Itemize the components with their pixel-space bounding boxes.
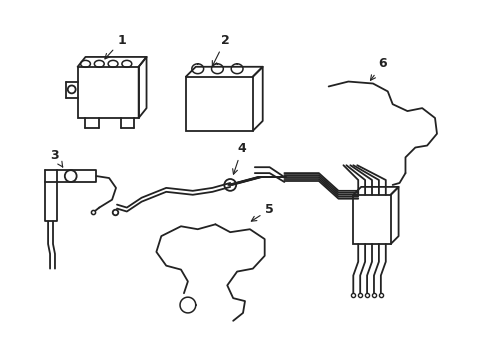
Text: 6: 6 <box>370 57 386 80</box>
Text: 4: 4 <box>232 142 246 174</box>
Text: 1: 1 <box>105 34 126 59</box>
Bar <box>78 67 139 118</box>
Bar <box>185 77 252 131</box>
Bar <box>352 195 390 244</box>
Text: 5: 5 <box>251 203 273 221</box>
Text: 2: 2 <box>212 34 229 66</box>
Text: 3: 3 <box>51 149 62 167</box>
